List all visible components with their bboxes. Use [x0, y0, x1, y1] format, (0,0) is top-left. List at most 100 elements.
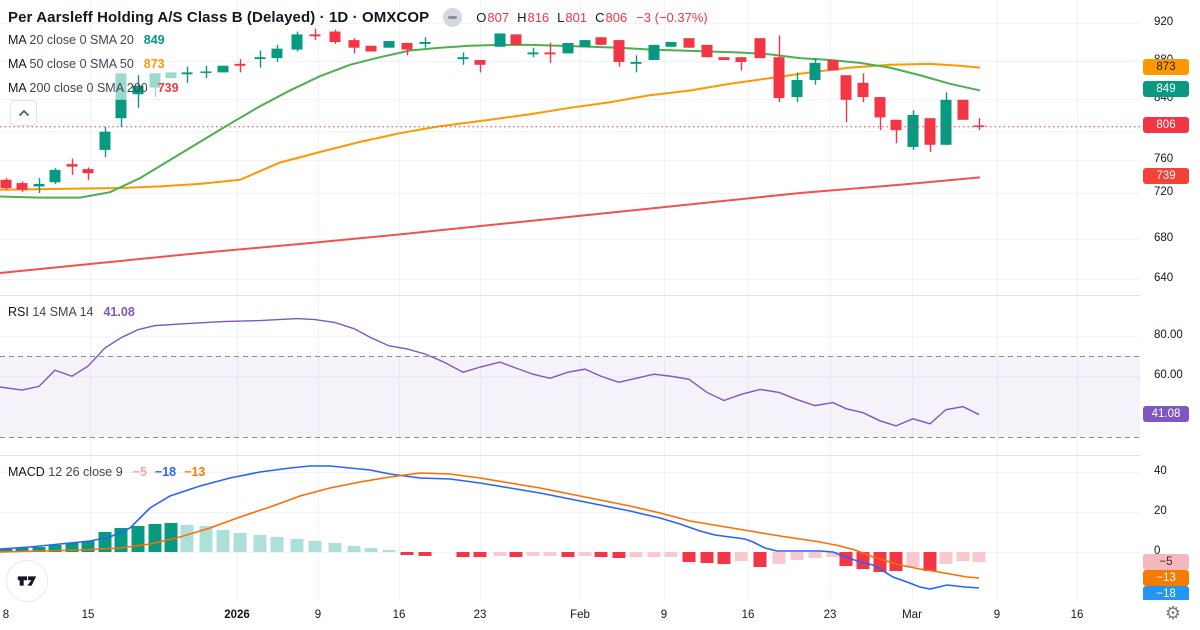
tradingview-logo[interactable]	[6, 560, 48, 602]
macd-histogram-bar	[543, 552, 557, 556]
indicator-value: −5	[132, 465, 147, 479]
macd-histogram-bar	[578, 552, 592, 556]
macd-name: MACD	[8, 465, 45, 479]
candle	[840, 75, 852, 100]
delayed-status-icon	[443, 7, 463, 27]
rsi-band	[0, 356, 1140, 437]
macd-histogram-bar	[328, 543, 342, 552]
macd-histogram-bar	[790, 552, 804, 560]
ohlc-item: −3 (−0.37%)	[636, 9, 708, 25]
candle	[907, 115, 919, 147]
candle	[735, 57, 747, 62]
candle	[924, 118, 936, 145]
time-tick-label: 2026	[224, 609, 250, 621]
ma-row-value: 873	[143, 57, 165, 71]
ma-legend-row[interactable]: MA 50 close 0 SMA 50 873	[8, 52, 708, 76]
macd-histogram-bar	[382, 550, 396, 552]
candle	[683, 38, 695, 48]
macd-histogram-bar	[808, 552, 822, 558]
rsi-values: 41.08	[103, 305, 134, 319]
candle	[827, 60, 839, 71]
macd-histogram-bar	[164, 523, 178, 552]
rsi-name: RSI	[8, 305, 29, 319]
candle	[874, 97, 886, 118]
candle	[365, 45, 377, 52]
candle	[33, 183, 45, 187]
ma-row-label: MA 200 close 0 SMA 200	[8, 81, 148, 95]
candle	[115, 73, 127, 100]
time-tick-label: 16	[741, 609, 755, 621]
macd-histogram-bar	[629, 552, 643, 557]
price-axis[interactable]: 92088084080076072068064080.0060.00402008…	[1140, 0, 1200, 602]
ma-legend-row[interactable]: MA 200 close 0 SMA 200 739	[8, 76, 708, 100]
candle	[217, 65, 229, 73]
macd-histogram-bar	[826, 552, 840, 557]
rsi-value-badge: 41.08	[1143, 405, 1189, 422]
macd-histogram-bar	[856, 552, 870, 569]
ohlc-item: C806	[595, 9, 628, 25]
candle	[348, 40, 360, 48]
ohlc-readout: O807 H816 L801 C806 −3 (−0.37%)	[476, 10, 708, 25]
collapse-pane-button[interactable]	[10, 100, 37, 126]
rsi-params: 14 SMA 14	[32, 305, 94, 319]
macd-histogram-bar	[418, 552, 432, 556]
candle	[701, 44, 713, 58]
candle	[527, 52, 539, 55]
macd-histogram-bar	[561, 552, 575, 557]
candle	[200, 71, 212, 73]
symbol-title: Per Aarsleff Holding A/S Class B (Delaye…	[8, 8, 430, 26]
macd-histogram-bar	[612, 552, 626, 558]
rsi-legend: RSI 14 SMA 14 41.08	[8, 300, 135, 324]
macd-histogram-bar	[647, 552, 661, 557]
time-tick-label: 23	[823, 609, 837, 621]
macd-histogram-bar	[180, 525, 194, 552]
macd-histogram-bar	[15, 548, 29, 552]
candle	[401, 42, 413, 50]
price-tick-label: 680	[1154, 232, 1174, 244]
ma50-line	[0, 62, 981, 191]
time-axis[interactable]: 8 15 2026 9 16 23 Feb 9 16 23 Mar 9 16	[0, 600, 1200, 630]
candle	[66, 164, 78, 167]
ma-legend-rows: MA 20 close 0 SMA 20 849 MA 50 close 0 SMA…	[8, 28, 708, 100]
candle	[613, 40, 625, 62]
macd-histogram-bar	[972, 552, 986, 562]
settings-gear-icon[interactable]: ⚙	[1162, 603, 1184, 625]
ohlc-item: O807	[476, 9, 510, 25]
candle	[510, 34, 522, 45]
time-tick-label: 9	[314, 609, 322, 621]
candle	[940, 99, 952, 145]
time-tick-label: 16	[392, 609, 406, 621]
candle	[474, 60, 486, 65]
macd-histogram-bar	[290, 539, 304, 552]
rsi-line	[0, 317, 980, 427]
candle	[254, 57, 266, 60]
macd-histogram-bar	[753, 552, 767, 567]
rsi-legend-row[interactable]: RSI 14 SMA 14 41.08	[8, 300, 135, 324]
macd-histogram-bar	[81, 541, 95, 552]
macd-tick-label: 20	[1154, 505, 1167, 517]
macd-histogram-bar	[939, 552, 953, 564]
macd-histogram-bar	[509, 552, 523, 557]
candle	[579, 40, 591, 47]
macd-histogram-bar	[682, 552, 696, 562]
ma-legend-row[interactable]: MA 20 close 0 SMA 20 849	[8, 28, 708, 52]
candle	[0, 179, 12, 189]
price-badge-739: 739	[1143, 168, 1189, 185]
macd-legend-row[interactable]: MACD 12 26 close 9 −5 −18 −13	[8, 460, 205, 484]
macd-histogram-bar	[473, 552, 487, 557]
candle	[329, 31, 341, 42]
ma-row-label: MA 50 close 0 SMA 50	[8, 57, 134, 71]
candle	[99, 131, 111, 150]
indicator-value: −13	[184, 465, 206, 479]
ma-row-value: 849	[143, 33, 165, 47]
time-tick-label: 8	[2, 609, 10, 621]
indicator-value: −18	[154, 465, 177, 479]
rsi-tick-label: 60.00	[1154, 369, 1183, 382]
tradingview-logo-icon	[17, 576, 37, 586]
candle	[457, 57, 469, 60]
macd-histogram-bar	[270, 537, 284, 552]
price-tick-label: 720	[1154, 186, 1174, 198]
legend-symbol-row[interactable]: Per Aarsleff Holding A/S Class B (Delaye…	[8, 6, 708, 28]
macd-histogram-bar	[664, 552, 678, 557]
